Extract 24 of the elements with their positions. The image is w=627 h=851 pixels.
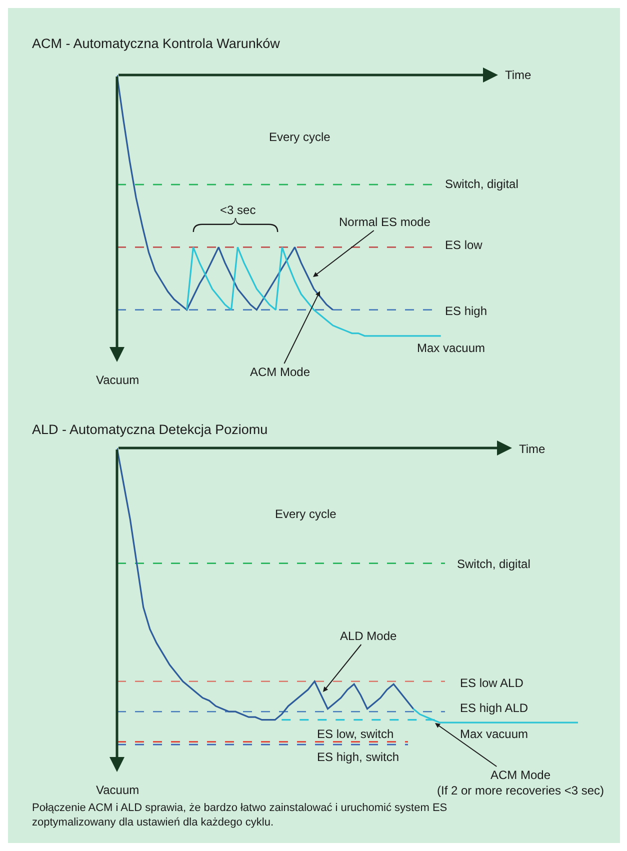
annotation: Normal ES mode bbox=[339, 215, 431, 229]
annotation: Every cycle bbox=[269, 130, 331, 144]
chart-title: ACM - Automatyczna Kontrola Warunków bbox=[32, 36, 280, 51]
text: Połączenie ACM i ALD sprawia, że bardzo łatwo zainstalować i uruchomić system ES zoptymalizowany dla ustawień dla każdego cyklu. bbox=[32, 802, 448, 828]
text: Max vacuum bbox=[460, 727, 528, 741]
text: Max vacuum bbox=[417, 341, 486, 355]
y-axis-title: Vacuum bbox=[96, 373, 140, 387]
ref-line-label: ES high bbox=[445, 304, 488, 318]
ref-line-label: ES low bbox=[445, 238, 483, 252]
text: ACM Mode (If 2 or more recoveries <3 sec) bbox=[437, 768, 604, 798]
x-axis-title: Time bbox=[519, 442, 546, 456]
ref-line-label: ES high, switch bbox=[317, 750, 400, 764]
chart-title: ALD - Automatyczna Detekcja Poziomu bbox=[32, 422, 268, 437]
ref-line-label: Switch, digital bbox=[457, 557, 530, 571]
annotation: ALD Mode bbox=[340, 629, 398, 643]
ref-line-label: ES high ALD bbox=[460, 701, 528, 715]
ref-line-label: ES low ALD bbox=[460, 676, 524, 690]
annotation: Every cycle bbox=[275, 507, 337, 521]
x-axis-title: Time bbox=[505, 68, 532, 82]
text: ACM Mode bbox=[250, 365, 310, 379]
ref-line-label: ES low, switch bbox=[317, 727, 394, 741]
ref-line-label: Switch, digital bbox=[445, 177, 518, 191]
y-axis-title: Vacuum bbox=[96, 783, 140, 797]
annotation: <3 sec bbox=[220, 203, 256, 217]
